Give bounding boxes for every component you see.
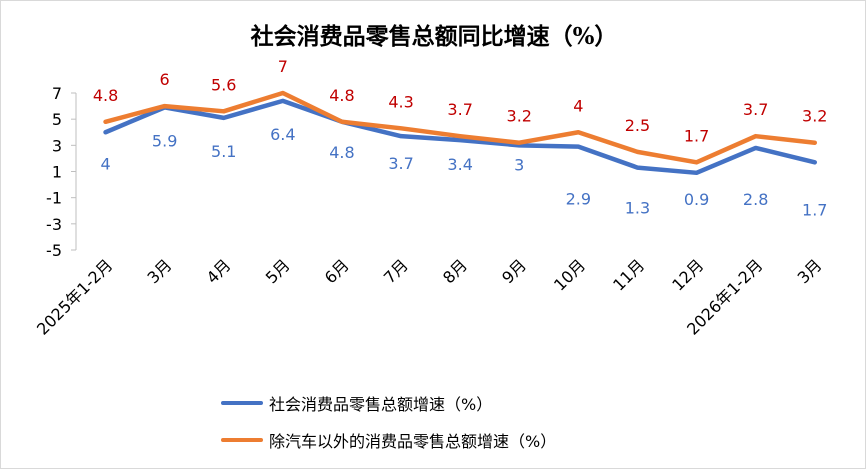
x-tick-label: 11月 bbox=[609, 255, 648, 294]
data-label: 7 bbox=[278, 57, 288, 76]
legend-label: 社会消费品零售总额增速（%） bbox=[269, 395, 493, 414]
x-tick-label: 5月 bbox=[262, 255, 294, 287]
data-label: 4.8 bbox=[93, 86, 118, 105]
x-tick-label: 8月 bbox=[439, 255, 471, 287]
data-label: 6 bbox=[160, 70, 170, 89]
data-label: 3.2 bbox=[802, 107, 827, 126]
data-label: 5.9 bbox=[152, 131, 177, 150]
x-tick-label: 2025年1-2月 bbox=[33, 255, 116, 338]
y-tick-label: 3 bbox=[52, 136, 62, 155]
data-label: 2.9 bbox=[566, 190, 591, 209]
x-tick-label: 7月 bbox=[380, 255, 412, 287]
data-label: 5.1 bbox=[211, 142, 236, 161]
series-line-total bbox=[103, 98, 817, 176]
data-label: 4.3 bbox=[388, 92, 413, 111]
data-label: 4 bbox=[100, 154, 110, 173]
series-line-excl-auto bbox=[103, 90, 817, 165]
data-label: 3.2 bbox=[507, 107, 532, 126]
data-label: 5.6 bbox=[211, 75, 236, 94]
y-tick-label: -1 bbox=[46, 189, 62, 208]
y-tick-label: 5 bbox=[52, 110, 62, 129]
y-tick-label: -5 bbox=[46, 241, 62, 260]
data-label: 3 bbox=[514, 155, 524, 174]
y-tick-label: 7 bbox=[52, 84, 62, 103]
data-label: 1.7 bbox=[802, 200, 827, 219]
y-tick-label: 1 bbox=[52, 163, 62, 182]
data-label: 2.5 bbox=[625, 116, 650, 135]
data-label: 4 bbox=[573, 96, 583, 115]
data-label: 1.7 bbox=[684, 126, 709, 145]
chart-title: 社会消费品零售总额同比增速（%） bbox=[250, 23, 618, 50]
data-label: 4.8 bbox=[329, 143, 354, 162]
x-tick-label: 4月 bbox=[203, 255, 235, 287]
legend-swatch-blue bbox=[221, 401, 263, 405]
data-label: 6.4 bbox=[270, 125, 295, 144]
data-label: 4.8 bbox=[329, 86, 354, 105]
x-tick-label: 10月 bbox=[550, 255, 589, 294]
data-label: 3.7 bbox=[743, 100, 768, 119]
x-tick-label: 6月 bbox=[321, 255, 353, 287]
x-tick-label: 3月 bbox=[794, 255, 826, 287]
data-label: 2.8 bbox=[743, 190, 768, 209]
y-tick-label: -3 bbox=[46, 215, 62, 234]
legend-swatch-orange bbox=[221, 438, 263, 442]
x-tick-label: 12月 bbox=[668, 255, 707, 294]
data-label: 3.7 bbox=[447, 100, 472, 119]
data-label: 0.9 bbox=[684, 190, 709, 209]
data-label: 3.7 bbox=[388, 154, 413, 173]
x-tick-label: 9月 bbox=[498, 255, 530, 287]
legend-label: 除汽车以外的消费品零售总额增速（%） bbox=[269, 432, 557, 451]
data-label: 3.4 bbox=[447, 155, 472, 174]
data-label: 1.3 bbox=[625, 199, 650, 218]
x-tick-label: 3月 bbox=[144, 255, 176, 287]
legend-item-total: 社会消费品零售总额增速（%） bbox=[221, 391, 492, 415]
legend-item-excl-auto: 除汽车以外的消费品零售总额增速（%） bbox=[221, 428, 556, 452]
